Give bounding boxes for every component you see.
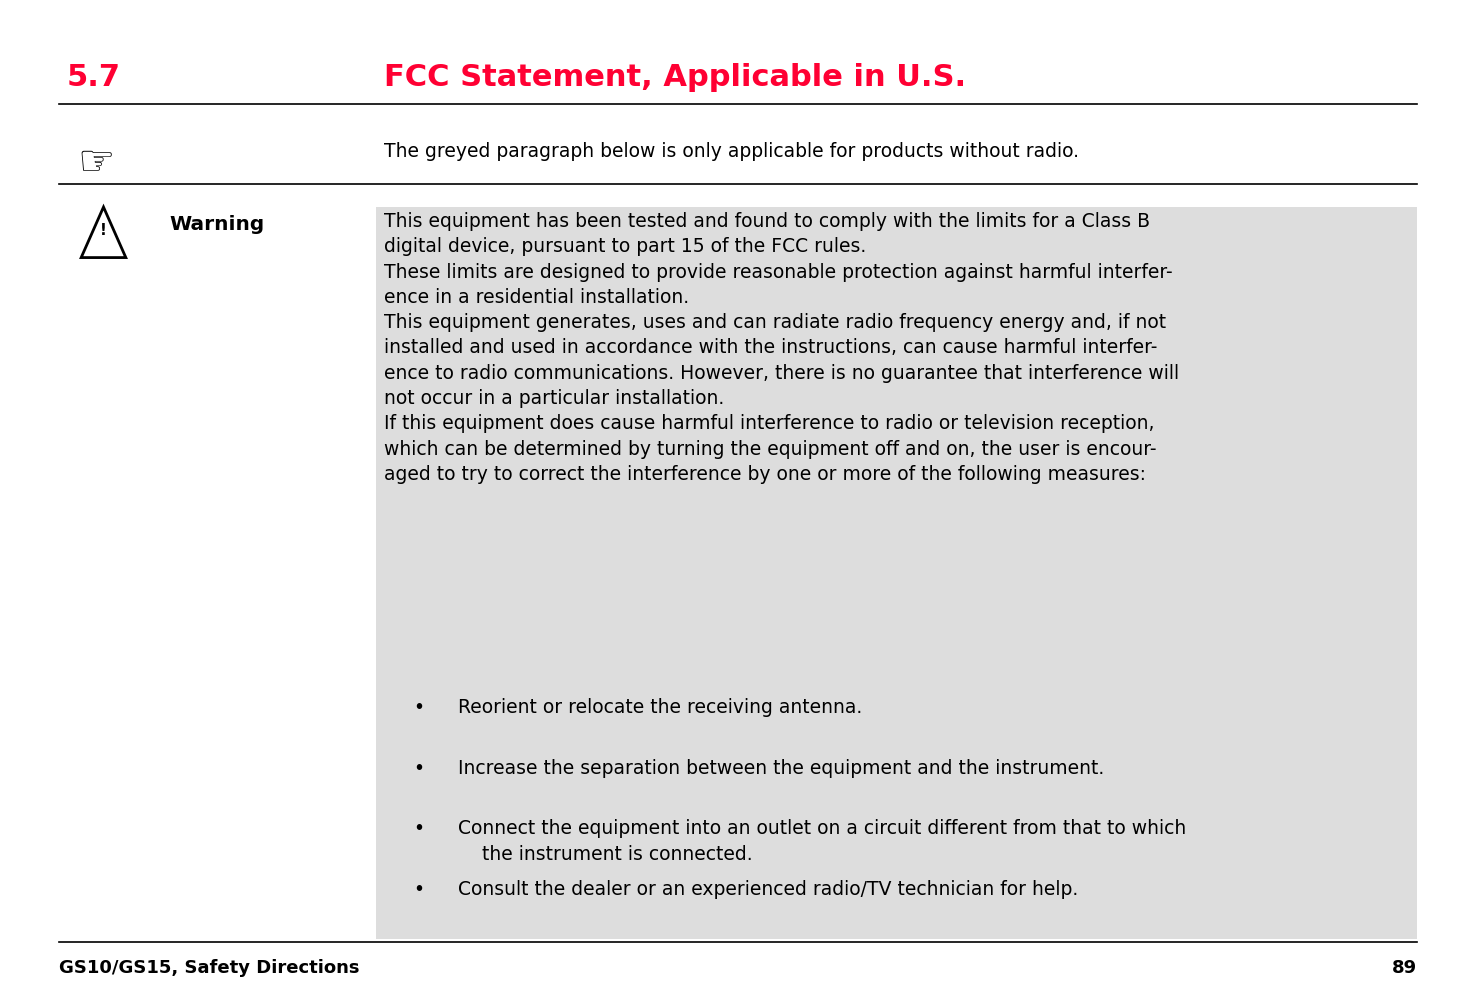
Text: The greyed paragraph below is only applicable for products without radio.: The greyed paragraph below is only appli… <box>384 141 1079 161</box>
Text: Increase the separation between the equipment and the instrument.: Increase the separation between the equi… <box>458 759 1104 778</box>
Text: ☞: ☞ <box>77 141 115 183</box>
Text: •: • <box>413 698 425 717</box>
Text: •: • <box>413 880 425 899</box>
FancyBboxPatch shape <box>376 207 1417 940</box>
Text: Warning: Warning <box>170 215 266 233</box>
Text: 89: 89 <box>1392 959 1417 977</box>
Text: •: • <box>413 819 425 839</box>
Text: FCC Statement, Applicable in U.S.: FCC Statement, Applicable in U.S. <box>384 64 965 92</box>
Text: Reorient or relocate the receiving antenna.: Reorient or relocate the receiving anten… <box>458 698 862 717</box>
Text: GS10/GS15, Safety Directions: GS10/GS15, Safety Directions <box>59 959 360 977</box>
Text: This equipment has been tested and found to comply with the limits for a Class B: This equipment has been tested and found… <box>384 212 1179 484</box>
Text: !: ! <box>100 223 106 237</box>
Text: Connect the equipment into an outlet on a circuit different from that to which
 : Connect the equipment into an outlet on … <box>458 819 1185 863</box>
Text: 5.7: 5.7 <box>66 64 121 92</box>
Text: Consult the dealer or an experienced radio/TV technician for help.: Consult the dealer or an experienced rad… <box>458 880 1077 899</box>
Text: •: • <box>413 759 425 778</box>
